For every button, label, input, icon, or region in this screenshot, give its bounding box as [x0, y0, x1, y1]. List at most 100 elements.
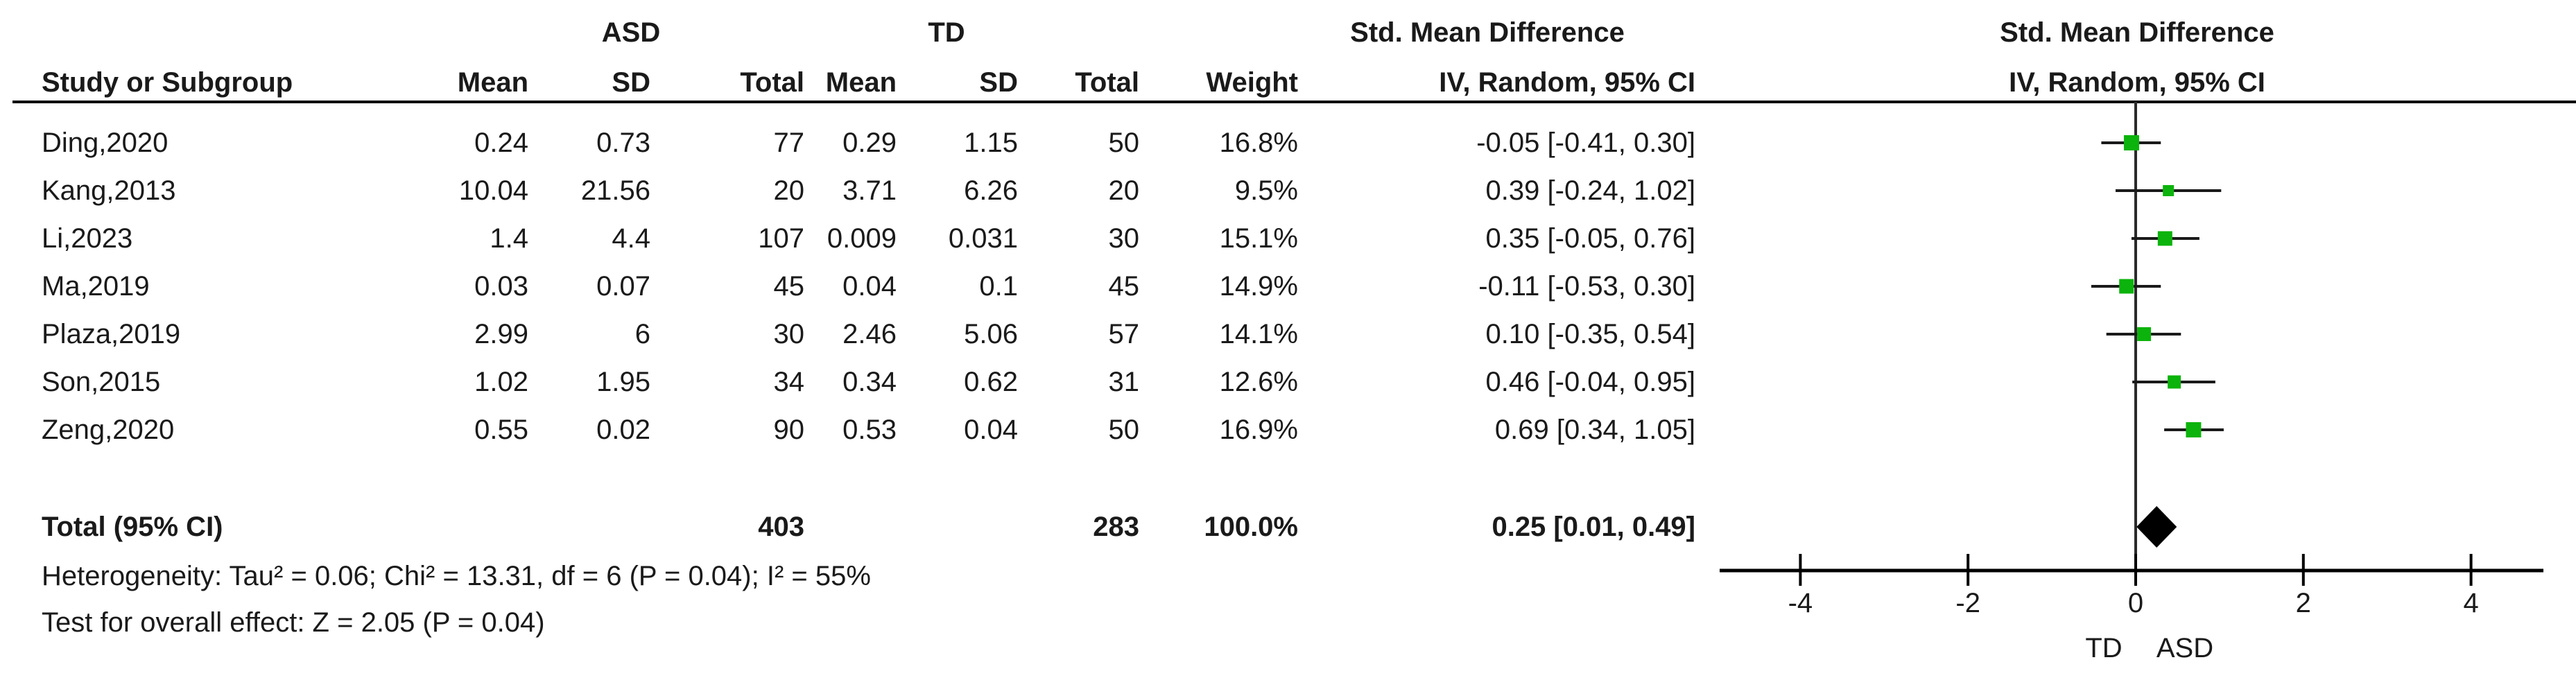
cell-study: Zeng,2020 — [42, 415, 175, 445]
cell-total2: 57 — [1108, 319, 1140, 349]
total-weight: 100.0% — [1204, 512, 1298, 542]
study-col-header: Study or Subgroup — [42, 67, 293, 98]
cell-weight: 16.8% — [1219, 128, 1298, 158]
cell-sd2: 0.62 — [964, 367, 1018, 397]
favours-left-label: TD — [2085, 633, 2122, 663]
cell-study: Ding,2020 — [42, 128, 168, 158]
plot-col-subheader: IV, Random, 95% CI — [2009, 67, 2265, 98]
total-row: Total (95% CI) 403 283 100.0% 0.25 [0.01… — [0, 503, 2576, 550]
cell-study: Son,2015 — [42, 367, 161, 397]
study-marker — [2168, 375, 2181, 389]
cell-ci: 0.35 [-0.05, 0.76] — [1485, 223, 1695, 254]
table-row: Ma,2019 0.03 0.07 45 0.04 0.1 45 14.9% -0.11 [-0… — [0, 263, 2576, 310]
cell-ci: 0.39 [-0.24, 1.02] — [1485, 175, 1695, 206]
favours-right-label: ASD — [2156, 633, 2213, 663]
table-row: Plaza,2019 2.99 6 30 2.46 5.06 57 14.1% 0.10 [-0… — [0, 311, 2576, 358]
cell-sd2: 0.04 — [964, 415, 1018, 445]
effect-col-title: Std. Mean Difference — [1350, 17, 1625, 48]
header-underline — [12, 101, 2576, 103]
cell-sd2: 6.26 — [964, 175, 1018, 206]
cell-mean2: 0.04 — [842, 271, 897, 302]
weight-col-header: Weight — [1206, 67, 1298, 98]
cell-mean2: 0.34 — [842, 367, 897, 397]
cell-mean1: 1.4 — [490, 223, 528, 254]
cell-ci: 0.10 [-0.35, 0.54] — [1485, 319, 1695, 349]
plot-col-title: Std. Mean Difference — [2000, 17, 2274, 48]
total2-col-header: Total — [1075, 67, 1139, 98]
cell-ci: 0.46 [-0.04, 0.95] — [1485, 367, 1695, 397]
cell-sd2: 0.031 — [948, 223, 1018, 254]
cell-sd1: 0.73 — [596, 128, 650, 158]
cell-ci: -0.05 [-0.41, 0.30] — [1476, 128, 1695, 158]
cell-mean2: 2.46 — [842, 319, 897, 349]
cell-total2: 45 — [1108, 271, 1140, 302]
cell-total2: 20 — [1108, 175, 1140, 206]
cell-mean1: 10.04 — [458, 175, 528, 206]
table-row: Son,2015 1.02 1.95 34 0.34 0.62 31 12.6% 0.46 [-… — [0, 358, 2576, 406]
cell-mean1: 1.02 — [474, 367, 528, 397]
study-marker — [2186, 422, 2202, 437]
study-marker — [2137, 327, 2152, 341]
cell-total2: 30 — [1108, 223, 1140, 254]
effect-col-subheader: IV, Random, 95% CI — [1439, 67, 1695, 98]
study-marker — [2157, 231, 2172, 246]
cell-sd2: 0.1 — [979, 271, 1018, 302]
cell-mean1: 2.99 — [474, 319, 528, 349]
cell-sd2: 1.15 — [964, 128, 1018, 158]
cell-total1: 34 — [773, 367, 805, 397]
cell-ci: -0.11 [-0.53, 0.30] — [1478, 271, 1695, 302]
cell-mean2: 0.53 — [842, 415, 897, 445]
cell-weight: 12.6% — [1219, 367, 1298, 397]
sd2-col-header: SD — [979, 67, 1018, 98]
study-marker — [2119, 279, 2134, 294]
cell-total1: 90 — [773, 415, 805, 445]
group1-header: ASD — [601, 17, 661, 48]
cell-sd2: 5.06 — [964, 319, 1018, 349]
mean1-col-header: Mean — [457, 67, 528, 98]
cell-study: Li,2023 — [42, 223, 133, 254]
cell-total1: 45 — [773, 271, 805, 302]
axis-tick-label: 4 — [2463, 588, 2478, 618]
cell-total2: 50 — [1108, 128, 1140, 158]
cell-mean2: 0.29 — [842, 128, 897, 158]
group2-header: TD — [928, 17, 965, 48]
cell-study: Kang,2013 — [42, 175, 176, 206]
table-row: Zeng,2020 0.55 0.02 90 0.53 0.04 50 16.9% 0.69 [… — [0, 406, 2576, 453]
cell-weight: 14.1% — [1219, 319, 1298, 349]
table-row: Li,2023 1.4 4.4 107 0.009 0.031 30 15.1% 0.35 [-… — [0, 215, 2576, 262]
cell-sd1: 4.4 — [612, 223, 650, 254]
cell-total1: 107 — [758, 223, 804, 254]
heterogeneity-note: Heterogeneity: Tau² = 0.06; Chi² = 13.31… — [42, 561, 871, 591]
cell-mean1: 0.24 — [474, 128, 528, 158]
cell-sd1: 1.95 — [596, 367, 650, 397]
table-row: Kang,2013 10.04 21.56 20 3.71 6.26 20 9.5% 0.39 … — [0, 167, 2576, 214]
cell-sd1: 0.02 — [596, 415, 650, 445]
cell-study: Ma,2019 — [42, 271, 150, 302]
cell-mean1: 0.55 — [474, 415, 528, 445]
total-effect-ci: 0.25 [0.01, 0.49] — [1492, 512, 1695, 542]
total-td-n: 283 — [1093, 512, 1139, 542]
axis-tick-label: 0 — [2128, 588, 2143, 618]
cell-mean1: 0.03 — [474, 271, 528, 302]
overall-effect-note: Test for overall effect: Z = 2.05 (P = 0… — [42, 607, 545, 638]
forest-plot: -4 -2 0 2 4 TD ASD — [1720, 102, 2543, 663]
axis-tick-label: -4 — [1788, 588, 1813, 618]
sd1-col-header: SD — [612, 67, 650, 98]
total-label: Total (95% CI) — [42, 512, 223, 542]
study-marker — [2123, 135, 2139, 150]
cell-sd1: 21.56 — [580, 175, 650, 206]
cell-weight: 16.9% — [1219, 415, 1298, 445]
axis-tick-label: 2 — [2296, 588, 2311, 618]
total-asd-n: 403 — [758, 512, 804, 542]
table-row: Ding,2020 0.24 0.73 77 0.29 1.15 50 16.8% -0.05 … — [0, 119, 2576, 166]
total-diamond — [2136, 506, 2177, 548]
cell-weight: 9.5% — [1234, 175, 1298, 206]
cell-total1: 77 — [773, 128, 805, 158]
cell-mean2: 0.009 — [827, 223, 897, 254]
axis-tick-label: -2 — [1955, 588, 1980, 618]
cell-total2: 50 — [1108, 415, 1140, 445]
cell-weight: 14.9% — [1219, 271, 1298, 302]
cell-weight: 15.1% — [1219, 223, 1298, 254]
mean2-col-header: Mean — [825, 67, 897, 98]
